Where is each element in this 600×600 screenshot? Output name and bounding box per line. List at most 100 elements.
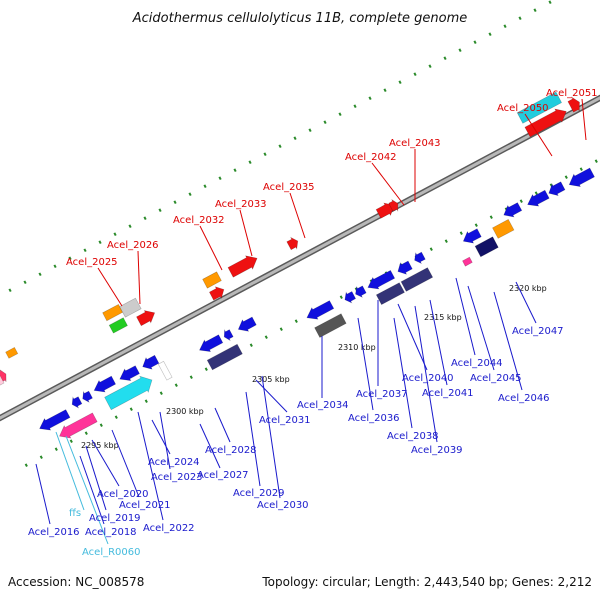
scale-tick-label: 2295 kbp: [81, 441, 119, 450]
gene-glyph-7: [157, 360, 173, 381]
gene-glyph-39: [375, 202, 395, 219]
leader-line: [111, 429, 140, 498]
gene-glyph-41: [516, 91, 563, 124]
gene-glyph-3: [82, 390, 93, 403]
leader-line: [261, 375, 281, 499]
leader-line: [357, 317, 374, 411]
gene-label: Acel_2037: [356, 389, 408, 400]
scale-tick-label: 2305 kbp: [252, 375, 290, 384]
leader-line: [85, 445, 107, 511]
gene-glyph-10: [199, 334, 224, 352]
gene-label: Acel_2020: [97, 489, 149, 500]
leader-line: [214, 407, 231, 443]
map-title: Acidothermus cellulolyticus 11B, complet…: [132, 11, 468, 26]
gene-label: Acel_2051: [546, 88, 598, 99]
gene-label: Acel_2043: [389, 138, 441, 149]
gene-glyph-20: [375, 282, 405, 306]
gene-label: Acel_2040: [402, 373, 454, 384]
gene-label: Acel_2032: [173, 215, 225, 226]
gene-glyph-35: [202, 271, 222, 289]
gene-glyph-18: [367, 269, 396, 290]
leader-line: [255, 379, 288, 413]
gene-label: Acel_2021: [119, 500, 171, 511]
gene-label: Acel_2041: [422, 388, 474, 399]
gene-glyph-8: [104, 375, 153, 411]
leader-line: [515, 281, 537, 324]
gene-glyph-32: [108, 317, 128, 334]
gene-label: Acel_R0060: [82, 547, 141, 558]
gene-glyph-44: [5, 346, 19, 359]
gene-labels: Acel_2025 Acel_2026 Acel_2032 Acel_2033 Acel…: [28, 88, 598, 558]
leader-line: [55, 431, 85, 511]
leader-line: [289, 192, 306, 239]
gene-label: Acel_2027: [197, 470, 249, 481]
gene-glyph-37: [227, 255, 258, 278]
leader-line: [199, 225, 223, 271]
gene-label: ffs: [69, 508, 81, 519]
gene-glyph-1: [39, 409, 71, 431]
scale-ticks: 2295 kbp 2300 kbp 2305 kbp 2310 kbp 2315 kbp…: [81, 284, 547, 450]
gene-label: Acel_2030: [257, 500, 309, 511]
gene-label: Acel_2026: [107, 240, 159, 251]
genome-backbone: [0, 94, 600, 422]
gene-glyph-34: [136, 310, 156, 327]
gene-glyph-11: [223, 328, 234, 342]
leader-line: [371, 162, 405, 206]
gene-glyph-2: [71, 396, 83, 409]
leader-line: [239, 209, 253, 257]
leader-line: [467, 285, 495, 371]
gene-glyph-40: [388, 199, 399, 212]
gene-glyph-16: [344, 291, 357, 304]
gene-glyph-30: [568, 167, 595, 187]
leader-line: [159, 411, 171, 470]
gene-label: Acel_2044: [451, 358, 503, 369]
label-leader-lines: [35, 98, 587, 545]
topology-summary-text: Topology: circular; Length: 2,443,540 bp…: [261, 575, 592, 589]
leader-line: [97, 267, 123, 307]
gene-label: Acel_2029: [233, 488, 285, 499]
backbone-core: [0, 96, 600, 420]
leader-line: [524, 113, 553, 157]
gene-label: Acel_2024: [148, 457, 200, 468]
gene-label: Acel_2045: [470, 373, 522, 384]
gene-glyph-19: [397, 260, 413, 275]
gene-label: Acel_2035: [263, 182, 315, 193]
gene-glyph-4: [93, 375, 117, 393]
accession-text: Accession: NC_008578: [8, 575, 144, 589]
gene-glyph-13: [206, 343, 243, 371]
gene-glyph-46: [0, 374, 5, 386]
scale-tick-label: 2320 kbp: [509, 284, 547, 293]
gene-glyph-25: [462, 256, 473, 267]
gene-glyph-27: [503, 202, 523, 218]
gene-glyph-24: [474, 236, 499, 258]
gene-label: Acel_2038: [387, 431, 439, 442]
gene-label: Acel_2028: [205, 445, 257, 456]
scale-tick-label: 2300 kbp: [166, 407, 204, 416]
leader-line: [455, 277, 476, 356]
gene-glyph-26: [492, 218, 515, 239]
leader-line: [65, 435, 109, 545]
gene-glyph-29: [548, 181, 566, 197]
leader-line: [397, 303, 428, 371]
gene-glyph-38: [286, 236, 299, 251]
gene-label: Acel_2039: [411, 445, 463, 456]
leader-line: [91, 439, 120, 487]
gene-glyph-9: [59, 412, 98, 439]
gene-glyph-17: [355, 285, 367, 298]
scale-tick-label: 2310 kbp: [338, 343, 376, 352]
leader-line: [137, 411, 164, 521]
gene-label: Acel_2018: [85, 527, 137, 538]
gene-glyph-6: [142, 354, 160, 370]
gene-glyph-23: [462, 228, 482, 244]
gene-label: Acel_2025: [66, 257, 118, 268]
leader-line: [245, 391, 261, 487]
gene-label: Acel_2036: [348, 413, 400, 424]
gene-glyph-5: [119, 365, 140, 381]
leader-line: [429, 299, 448, 386]
gene-label: Acel_2034: [297, 400, 349, 411]
gene-glyph-12: [237, 316, 257, 332]
leader-line: [581, 98, 587, 141]
gene-label: Acel_2033: [215, 199, 267, 210]
leader-line: [137, 250, 141, 305]
